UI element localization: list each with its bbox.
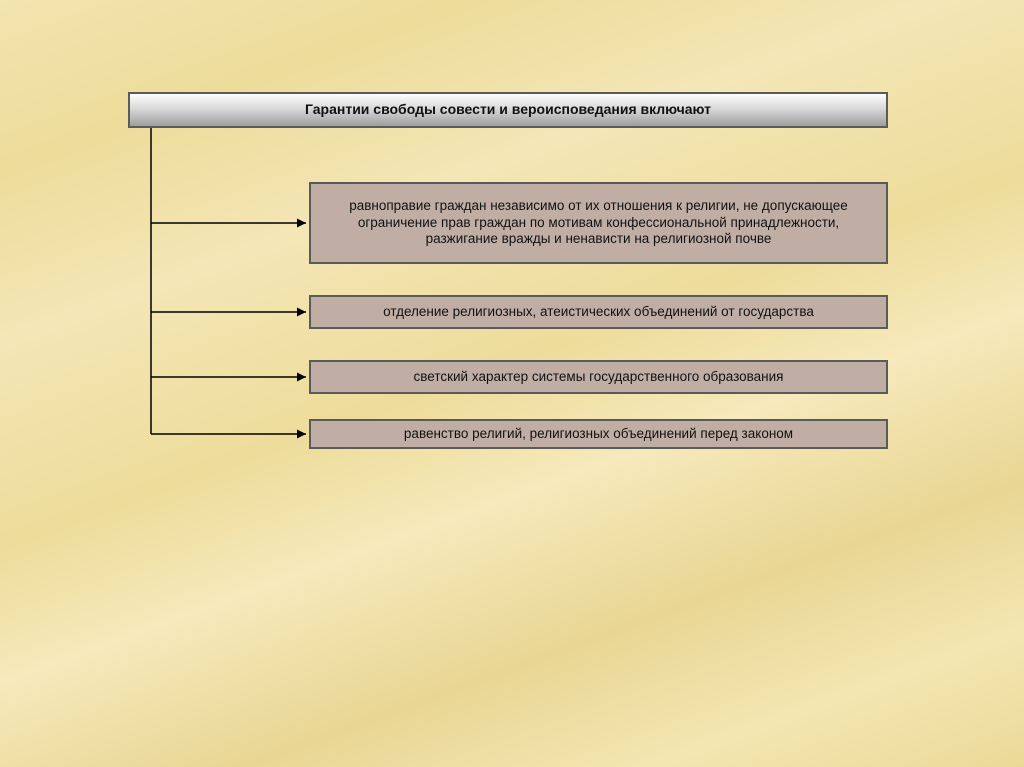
item-box-1: равноправие граждан независимо от их отн… (309, 182, 888, 264)
item-box-3: светский характер системы государственно… (309, 360, 888, 394)
slide: Гарантии свободы совести и вероисповедан… (0, 0, 1024, 767)
item-box-4: равенство религий, религиозных объединен… (309, 419, 888, 449)
item-box-2: отделение религиозных, атеистических объ… (309, 295, 888, 329)
diagram-title: Гарантии свободы совести и вероисповедан… (128, 92, 888, 128)
